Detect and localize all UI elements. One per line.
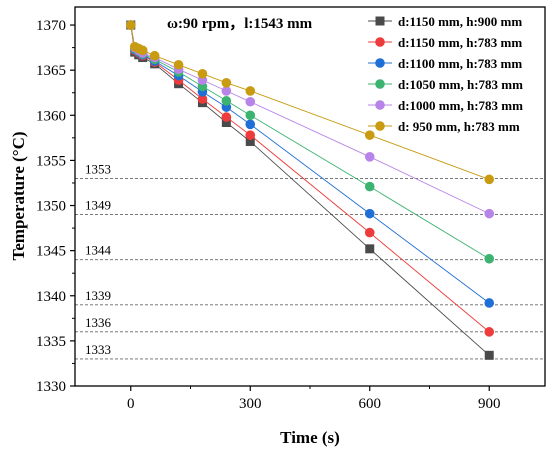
data-point	[197, 94, 208, 104]
data-point	[484, 327, 495, 337]
series-line-1	[130, 24, 490, 356]
reference-line-label: 1353	[85, 161, 111, 176]
data-point	[484, 298, 495, 308]
data-point	[364, 181, 375, 192]
series-group	[125, 20, 495, 360]
data-point	[484, 208, 495, 219]
legend-marker	[375, 121, 385, 131]
data-point	[221, 96, 232, 106]
x-tick-label: 300	[239, 396, 262, 412]
data-point	[197, 68, 208, 79]
x-tick-label: 0	[127, 396, 135, 412]
data-point	[364, 208, 375, 219]
data-point	[221, 118, 231, 128]
legend-label: d:1150 mm, h:900 mm	[398, 14, 522, 29]
x-axis-title: Time (s)	[280, 428, 340, 447]
legend-item: d: 950 mm, h:783 mm	[368, 119, 520, 134]
data-point	[173, 59, 184, 70]
data-point	[245, 96, 256, 107]
data-point	[484, 253, 495, 264]
axes-group: 1330 1335 1340 1345 1350 1355 1360 1365 1370 0 300…	[36, 18, 500, 412]
legend-label: d:1050 mm, h:783 mm	[398, 77, 523, 92]
data-point	[364, 227, 375, 238]
reference-line-label: 1344	[85, 243, 112, 258]
reference-lines: 1353 1349 1344 1339 1336 1333	[75, 161, 545, 360]
reference-line-label: 1339	[85, 288, 111, 303]
legend-marker	[375, 58, 385, 68]
y-tick-label: 1365	[36, 63, 66, 79]
data-point	[484, 174, 495, 185]
legend-marker	[375, 16, 385, 26]
data-point	[125, 20, 136, 30]
data-point	[245, 130, 256, 140]
legend-label: d:1100 mm, h:783 mm	[398, 56, 522, 71]
data-point	[245, 86, 256, 96]
y-axis-title: Temperature (°C)	[9, 131, 28, 260]
data-point	[245, 110, 256, 121]
reference-line-label: 1336	[85, 315, 112, 330]
y-tick-label: 1360	[36, 108, 66, 124]
data-point	[245, 119, 256, 130]
legend-label: d: 950 mm, h:783 mm	[398, 119, 520, 134]
y-tick-label: 1335	[36, 334, 66, 350]
legend-item: d:1100 mm, h:783 mm	[368, 56, 522, 71]
x-tick-label: 600	[358, 396, 381, 412]
y-tick-label: 1345	[36, 244, 66, 260]
legend-item: d:1150 mm, h:783 mm	[368, 35, 522, 50]
data-point	[364, 151, 375, 162]
y-tick-label: 1355	[36, 153, 66, 169]
y-tick-label: 1330	[36, 379, 66, 395]
legend: d:1150 mm, h:900 mm d:1150 mm, h:783 mm d:…	[368, 14, 523, 134]
annotation-text: ω:90 rpm，l:1543 mm	[167, 16, 313, 32]
data-point	[221, 86, 232, 96]
legend-marker	[375, 100, 385, 110]
y-tick-label: 1350	[36, 199, 66, 215]
data-point	[137, 45, 148, 56]
reference-line-label: 1333	[85, 342, 111, 357]
data-point	[221, 78, 232, 88]
legend-label: d:1000 mm, h:783 mm	[398, 98, 523, 113]
data-point	[221, 112, 232, 122]
y-tick-label: 1370	[36, 18, 66, 34]
data-point	[365, 244, 375, 254]
x-tick-label: 900	[478, 396, 501, 412]
legend-label: d:1150 mm, h:783 mm	[398, 35, 522, 50]
legend-item: d:1050 mm, h:783 mm	[368, 77, 523, 92]
data-point	[149, 50, 160, 61]
y-tick-label: 1340	[36, 289, 66, 305]
legend-item: d:1150 mm, h:900 mm	[368, 14, 522, 29]
legend-item: d:1000 mm, h:783 mm	[368, 98, 523, 113]
data-point	[484, 350, 494, 360]
data-point	[364, 130, 375, 140]
data-point	[245, 136, 255, 146]
legend-marker	[375, 37, 385, 47]
reference-line-label: 1349	[85, 198, 111, 213]
legend-marker	[375, 79, 385, 89]
